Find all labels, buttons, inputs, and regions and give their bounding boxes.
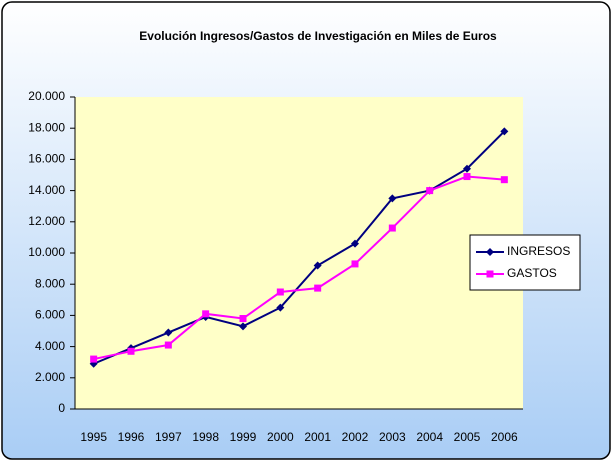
x-tick-label: 2006 bbox=[491, 430, 518, 444]
x-tick-label: 2003 bbox=[379, 430, 406, 444]
legend-marker bbox=[486, 248, 494, 256]
data-point bbox=[351, 260, 359, 268]
y-tick-label: 14.000 bbox=[28, 183, 65, 197]
data-point bbox=[239, 322, 247, 331]
x-tick-label: 1998 bbox=[192, 430, 219, 444]
y-tick-label: 4.000 bbox=[35, 339, 65, 353]
series-line bbox=[93, 175, 505, 361]
data-point bbox=[127, 347, 135, 355]
y-tick-label: 18.000 bbox=[28, 120, 65, 134]
legend-label: GASTOS bbox=[507, 266, 557, 280]
y-tick-label: 0 bbox=[58, 401, 65, 415]
y-tick-label: 12.000 bbox=[28, 214, 65, 228]
x-tick-label: 2004 bbox=[416, 430, 443, 444]
y-tick-label: 10.000 bbox=[28, 245, 65, 259]
data-point bbox=[313, 261, 322, 270]
data-point bbox=[276, 288, 284, 296]
y-tick-label: 20.000 bbox=[28, 89, 65, 103]
data-point bbox=[164, 328, 173, 337]
data-point bbox=[202, 310, 210, 318]
chart-title: Evolución Ingresos/Gastos de Investigaci… bbox=[139, 29, 497, 43]
x-tick-label: 2000 bbox=[267, 430, 294, 444]
y-tick-label: 6.000 bbox=[35, 308, 65, 322]
data-point bbox=[463, 164, 471, 173]
x-tick-label: 2001 bbox=[304, 430, 331, 444]
x-tick-label: 1999 bbox=[230, 430, 257, 444]
x-tick-label: 1997 bbox=[155, 430, 182, 444]
data-point bbox=[500, 127, 509, 136]
data-point bbox=[239, 315, 247, 323]
data-point bbox=[351, 239, 359, 248]
data-point bbox=[388, 194, 397, 203]
data-point bbox=[500, 176, 508, 184]
x-tick-label: 2005 bbox=[454, 430, 481, 444]
data-point bbox=[314, 284, 322, 292]
legend bbox=[469, 234, 581, 291]
y-tick-label: 8.000 bbox=[35, 276, 65, 290]
data-point bbox=[463, 173, 471, 181]
series-line bbox=[93, 130, 506, 365]
legend-label: INGRESOS bbox=[507, 244, 570, 258]
data-point bbox=[276, 303, 285, 312]
plot-area bbox=[75, 97, 523, 409]
data-point bbox=[388, 224, 396, 232]
data-point bbox=[164, 341, 172, 349]
data-point bbox=[426, 187, 434, 195]
x-tick-label: 1996 bbox=[118, 430, 145, 444]
x-tick-label: 2002 bbox=[342, 430, 369, 444]
y-tick-label: 16.000 bbox=[28, 152, 65, 166]
legend-marker bbox=[486, 270, 494, 278]
x-tick-label: 1995 bbox=[80, 430, 107, 444]
y-tick-label: 2.000 bbox=[35, 370, 65, 384]
data-point bbox=[90, 355, 98, 363]
